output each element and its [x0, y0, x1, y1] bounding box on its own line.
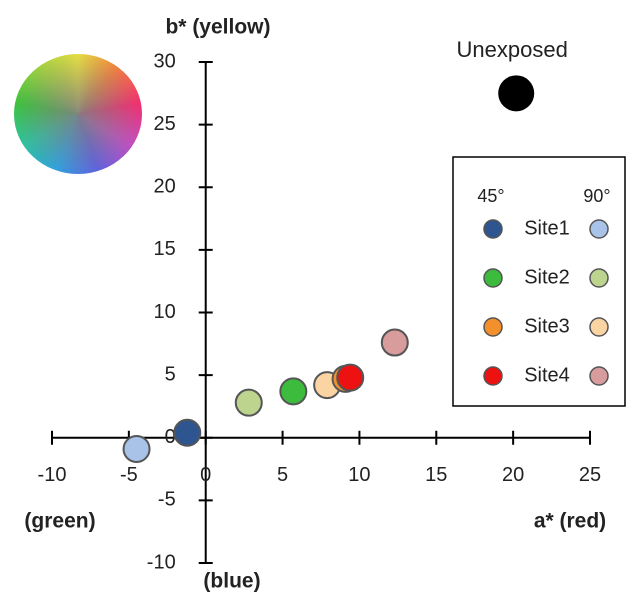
- legend-swatch: [483, 317, 503, 337]
- data-point: [336, 363, 365, 392]
- legend-swatch: [483, 219, 503, 239]
- legend-swatch: [483, 366, 503, 386]
- x-tick-label: -10: [38, 464, 67, 486]
- x-tick-label: 5: [277, 464, 288, 486]
- data-point: [279, 377, 308, 406]
- y-tick-label: 25: [153, 113, 175, 135]
- x-axis-neg-label: (green): [24, 510, 95, 533]
- y-tick-label: 5: [165, 363, 176, 385]
- x-tick-label: -5: [120, 464, 138, 486]
- y-tick-label: -5: [158, 489, 176, 511]
- reference-label: Unexposed: [457, 37, 568, 62]
- y-tick-label: 20: [153, 176, 175, 198]
- y-tick-label: 15: [153, 238, 175, 260]
- x-tick-label: 25: [579, 464, 601, 486]
- data-point: [173, 418, 202, 447]
- y-tick-label: 0: [165, 426, 176, 448]
- x-axis-label: a* (red): [534, 510, 606, 533]
- color-wheel-icon: [14, 54, 142, 174]
- x-tick-label: 0: [200, 464, 211, 486]
- legend-label: Site4: [524, 364, 570, 386]
- x-tick-label: 10: [348, 464, 370, 486]
- reference-point: [498, 75, 535, 112]
- legend-swatch: [483, 268, 503, 288]
- y-tick-label: 30: [153, 50, 175, 72]
- y-tick-label: 10: [153, 301, 175, 323]
- y-axis-label: b* (yellow): [165, 16, 270, 39]
- legend-swatch: [589, 219, 609, 239]
- y-axis-neg-label: (blue): [203, 570, 260, 593]
- legend-column-header: 90°: [583, 186, 610, 206]
- data-point: [380, 328, 409, 357]
- x-tick-label: 20: [502, 464, 524, 486]
- legend-label: Site2: [524, 266, 570, 288]
- x-tick-label: 15: [425, 464, 447, 486]
- legend-column-header: 45°: [477, 186, 504, 206]
- legend-label: Site3: [524, 315, 570, 337]
- legend-swatch: [589, 268, 609, 288]
- data-point: [122, 435, 151, 464]
- legend-swatch: [589, 366, 609, 386]
- legend-label: Site1: [524, 217, 570, 239]
- data-point: [234, 388, 263, 417]
- legend-swatch: [589, 317, 609, 337]
- y-tick-label: -10: [147, 551, 176, 573]
